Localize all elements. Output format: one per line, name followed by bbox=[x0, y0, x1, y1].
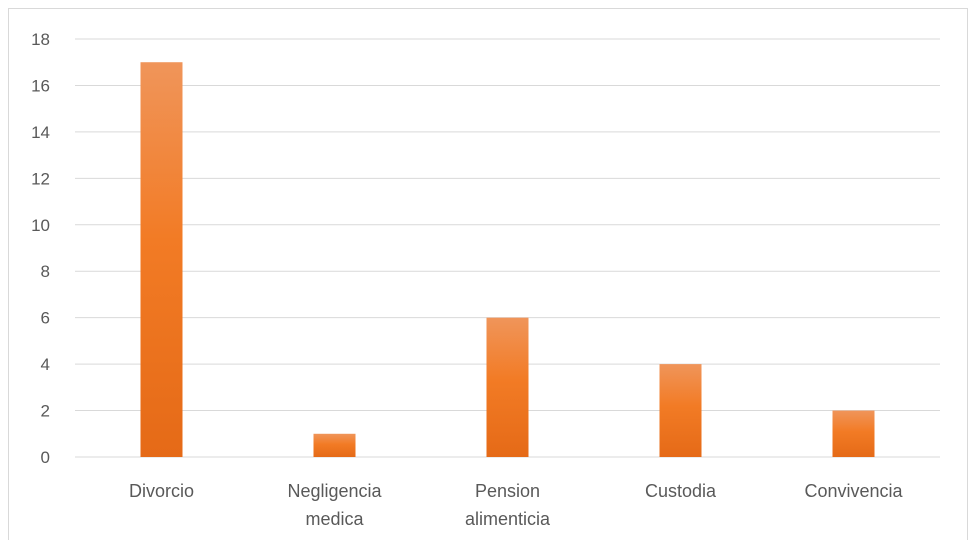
y-tick-label: 16 bbox=[31, 76, 50, 95]
y-axis-tick-labels: 0 2 4 6 8 10 12 14 16 18 bbox=[31, 30, 50, 467]
y-tick-label: 0 bbox=[41, 448, 50, 467]
y-tick-label: 12 bbox=[31, 169, 50, 188]
bar-custodia bbox=[659, 364, 702, 457]
x-category-label: Custodia bbox=[645, 481, 717, 501]
x-axis-category-labels: Divorcio Negligencia medica Pension alimenti… bbox=[129, 481, 904, 529]
bar-divorcio bbox=[140, 62, 183, 457]
y-tick-label: 6 bbox=[41, 309, 50, 328]
bar-negligencia-medica bbox=[313, 433, 356, 457]
x-category-label: Convivencia bbox=[804, 481, 903, 501]
bar-pension-alimenticia bbox=[486, 317, 529, 457]
y-tick-label: 2 bbox=[41, 402, 50, 421]
y-tick-label: 8 bbox=[41, 262, 50, 281]
x-category-label: Negligencia bbox=[287, 481, 382, 501]
bars bbox=[140, 62, 875, 457]
x-category-label: alimenticia bbox=[465, 509, 551, 529]
bar-convivencia bbox=[832, 410, 875, 457]
x-category-label: Pension bbox=[475, 481, 540, 501]
x-category-label: Divorcio bbox=[129, 481, 194, 501]
y-tick-label: 14 bbox=[31, 123, 50, 142]
y-tick-label: 4 bbox=[41, 355, 50, 374]
y-tick-label: 18 bbox=[31, 30, 50, 49]
x-category-label: medica bbox=[305, 509, 364, 529]
y-tick-label: 10 bbox=[31, 216, 50, 235]
